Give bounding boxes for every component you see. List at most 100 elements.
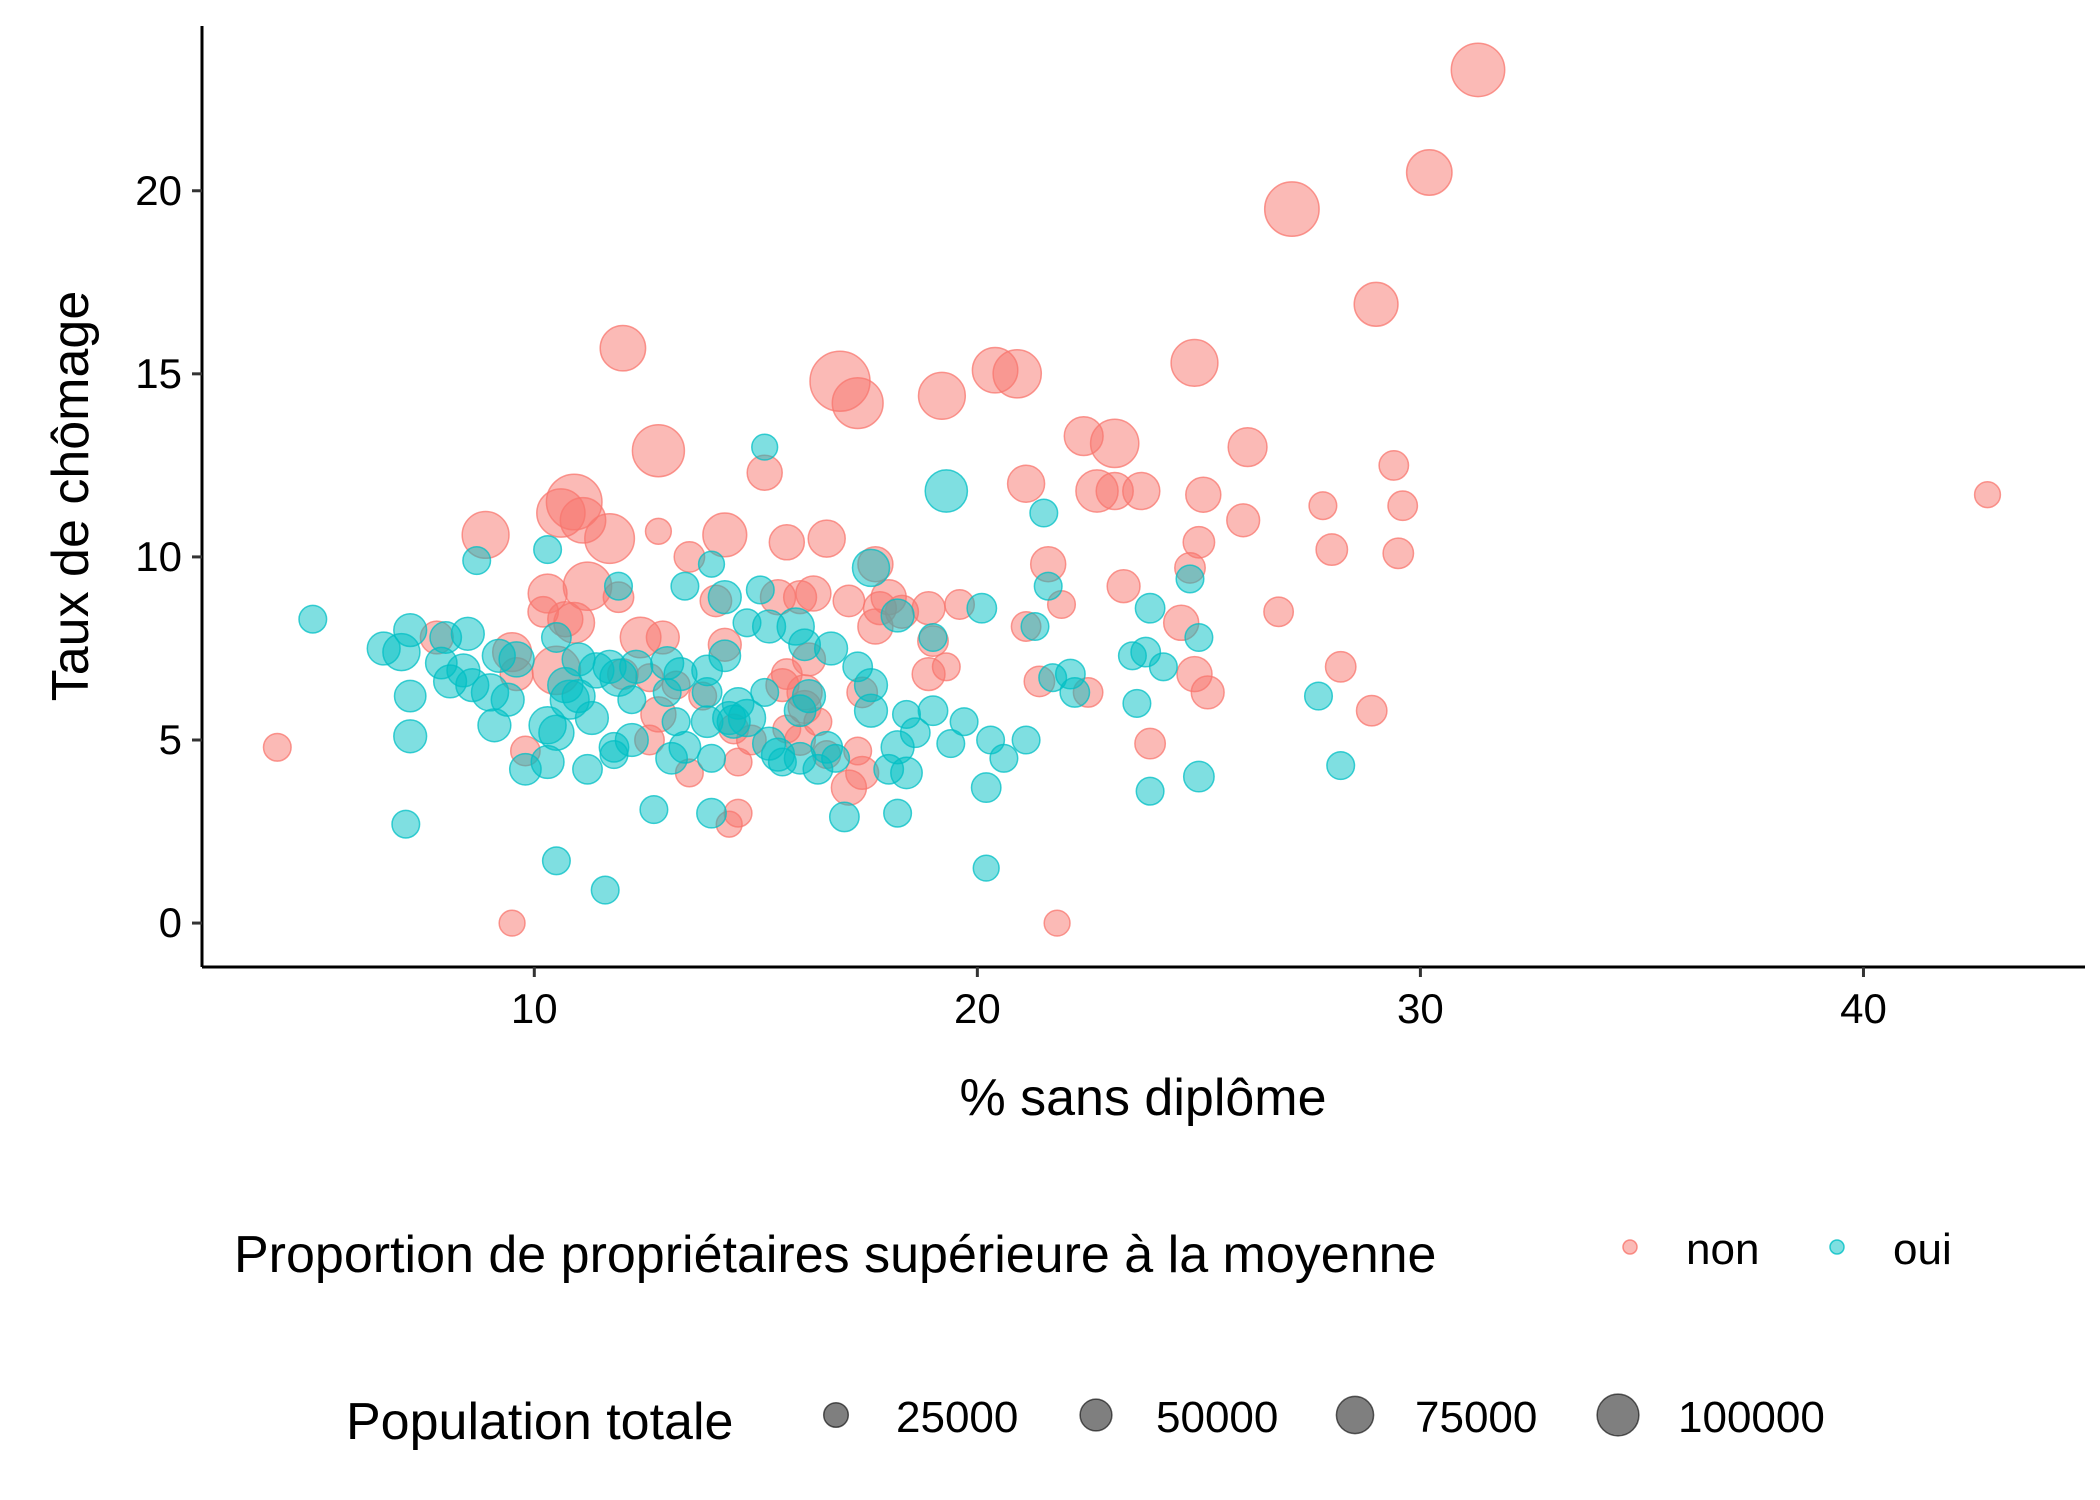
data-point-oui	[533, 535, 563, 565]
data-point-oui	[391, 809, 421, 839]
data-point-non	[1170, 338, 1219, 388]
legend-key-non	[1622, 1239, 1638, 1255]
size-legend: Population totale 25000 50000 75000 100000	[346, 1393, 1825, 1451]
points-layer	[262, 42, 2002, 937]
legend-label-non: non	[1686, 1225, 1759, 1274]
data-point-oui	[599, 740, 629, 770]
data-point-non	[1973, 481, 2002, 509]
data-point-non	[1227, 426, 1268, 468]
data-point-oui	[541, 846, 571, 876]
size-legend-key	[1079, 1398, 1113, 1432]
data-point-oui	[619, 649, 654, 684]
size-legend-title: Population totale	[346, 1393, 733, 1451]
data-point-non	[584, 513, 636, 565]
data-point-non	[1378, 449, 1410, 481]
data-point-non	[702, 512, 748, 558]
data-point-oui	[1148, 652, 1178, 682]
data-point-oui	[1033, 571, 1063, 601]
data-point-non	[1355, 694, 1388, 727]
x-tick-label: 10	[511, 985, 558, 1032]
data-point-non	[599, 324, 647, 372]
data-point-oui	[538, 714, 575, 751]
data-point-oui	[1029, 498, 1059, 528]
data-point-oui	[696, 743, 727, 773]
data-point-oui	[530, 744, 565, 780]
data-point-oui	[853, 693, 889, 728]
data-point-oui	[617, 685, 647, 715]
data-point-oui	[890, 756, 923, 790]
data-point-oui	[918, 622, 948, 653]
data-point-non	[1134, 727, 1167, 760]
data-point-oui	[1020, 611, 1050, 642]
data-point-oui	[1184, 622, 1214, 653]
x-axis-title: % sans diplôme	[959, 1069, 1326, 1127]
data-point-oui	[880, 598, 915, 633]
data-point-oui	[697, 550, 726, 578]
data-point-non	[832, 584, 866, 618]
data-point-non	[1405, 149, 1453, 196]
data-point-oui	[696, 797, 727, 829]
data-point-non	[262, 732, 292, 762]
data-point-non	[1095, 471, 1134, 511]
color-legend-items: non oui	[1622, 1225, 1952, 1274]
y-tick-label: 15	[135, 350, 182, 397]
data-point-non	[1263, 596, 1295, 628]
color-legend-title: Proportion de propriétaires supérieure à…	[234, 1226, 1436, 1284]
data-point-oui	[917, 695, 949, 727]
data-point-non	[1043, 909, 1071, 937]
data-point-oui	[462, 546, 492, 576]
data-point-non	[1089, 418, 1140, 469]
data-point-oui	[1059, 676, 1091, 708]
data-point-oui	[751, 433, 779, 461]
data-point-oui	[750, 677, 780, 707]
size-legend-label: 50000	[1156, 1393, 1278, 1442]
data-point-oui	[298, 604, 328, 634]
data-point-oui	[655, 741, 689, 775]
data-point-non	[1190, 675, 1225, 710]
data-point-non	[1308, 491, 1338, 521]
ticks-layer: 10 20 30 40 0 5 10 15 20	[135, 167, 1887, 1032]
size-legend-label: 25000	[896, 1393, 1018, 1442]
data-point-oui	[716, 704, 751, 739]
data-point-oui	[966, 592, 998, 624]
data-point-oui	[691, 676, 723, 708]
data-point-non	[1324, 650, 1357, 683]
x-tick-label: 30	[1397, 985, 1444, 1032]
x-tick-label: 20	[954, 985, 1001, 1032]
y-tick-label: 5	[159, 716, 182, 763]
color-legend: Proportion de propriétaires supérieure à…	[234, 1225, 1952, 1284]
data-point-oui	[572, 753, 603, 785]
data-point-non	[1387, 490, 1419, 522]
data-point-non	[1185, 476, 1222, 513]
data-point-oui	[708, 639, 742, 673]
data-point-oui	[498, 641, 535, 678]
data-point-oui	[590, 875, 620, 905]
y-tick-label: 10	[135, 533, 182, 580]
data-point-oui	[574, 700, 610, 736]
legend-label-oui: oui	[1893, 1225, 1952, 1274]
data-point-non	[911, 591, 946, 626]
data-point-oui	[393, 719, 428, 754]
data-point-oui	[936, 729, 966, 759]
data-point-oui	[1135, 776, 1165, 806]
data-point-oui	[1182, 760, 1215, 793]
data-point-oui	[899, 717, 931, 749]
y-tick-label: 20	[135, 167, 182, 214]
data-point-oui	[970, 772, 1002, 804]
y-axis-title: Taux de chômage	[42, 291, 100, 702]
size-legend-key	[1596, 1393, 1640, 1437]
data-point-oui	[707, 580, 742, 615]
data-point-non	[1353, 281, 1399, 327]
data-point-oui	[639, 795, 669, 825]
data-point-oui	[1303, 681, 1334, 711]
data-point-oui	[989, 743, 1019, 773]
data-point-non	[1315, 533, 1349, 567]
data-point-oui	[924, 469, 969, 513]
data-point-oui	[883, 798, 913, 828]
data-point-oui	[972, 854, 1000, 882]
data-point-oui	[851, 548, 891, 588]
size-legend-key	[1335, 1395, 1375, 1435]
data-point-non	[831, 376, 884, 430]
data-point-non	[498, 909, 526, 937]
